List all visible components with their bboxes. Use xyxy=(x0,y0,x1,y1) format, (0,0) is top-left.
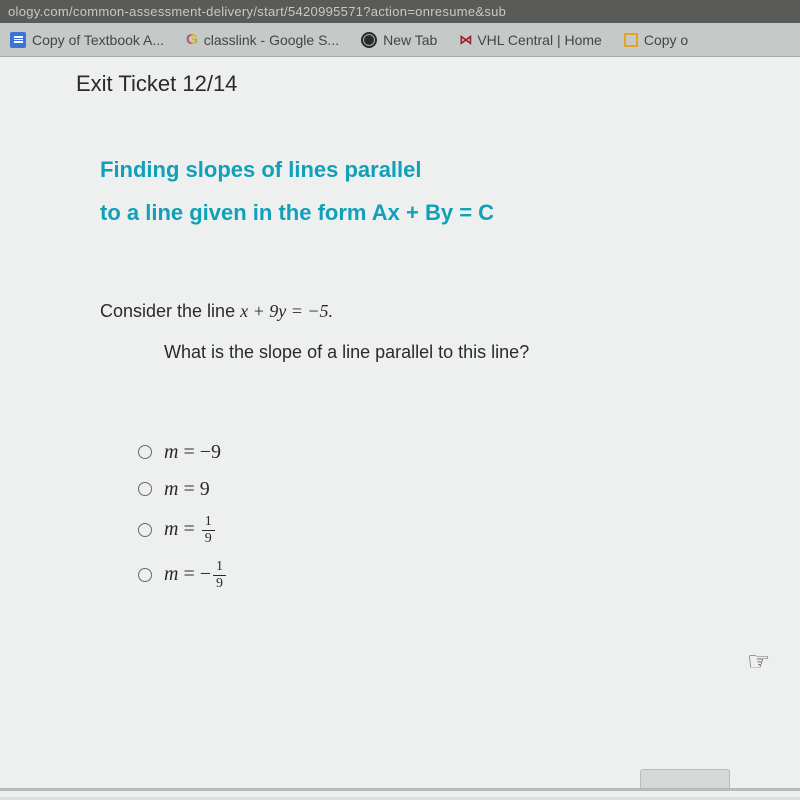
radio-icon xyxy=(138,523,152,537)
address-bar: ology.com/common-assessment-delivery/sta… xyxy=(0,0,800,23)
option-math: m = 9 xyxy=(164,478,210,501)
radio-icon xyxy=(138,482,152,496)
footer-divider xyxy=(0,788,800,791)
page-title: Exit Ticket 12/14 xyxy=(0,57,800,97)
radio-icon xyxy=(138,568,152,582)
assessment-content: Finding slopes of lines parallel to a li… xyxy=(0,97,800,591)
option-math: m = −9 xyxy=(164,441,221,464)
bookmark-label: Copy o xyxy=(644,32,688,48)
option-c[interactable]: m = 19 xyxy=(138,515,800,546)
option-math: m = 19 xyxy=(164,515,215,546)
option-b[interactable]: m = 9 xyxy=(138,478,800,501)
google-icon: G xyxy=(186,31,198,48)
bookmark-label: VHL Central | Home xyxy=(477,32,602,48)
page-content: Exit Ticket 12/14 Finding slopes of line… xyxy=(0,57,800,797)
docs-icon xyxy=(10,32,26,48)
bookmark-label: Copy of Textbook A... xyxy=(32,32,164,48)
bookmark-label: classlink - Google S... xyxy=(204,32,339,48)
vhl-icon: ⋈ xyxy=(459,32,471,48)
problem-equation: x + 9y = −5. xyxy=(240,301,333,321)
globe-icon xyxy=(361,32,377,48)
bookmark-label: New Tab xyxy=(383,32,437,48)
pointer-cursor-icon: ☜ xyxy=(747,646,770,677)
option-math: m = −19 xyxy=(164,560,226,591)
problem-statement: Consider the line x + 9y = −5. xyxy=(100,301,800,322)
radio-icon xyxy=(138,445,152,459)
section-title-line1: Finding slopes of lines parallel xyxy=(100,149,800,192)
bookmark-copy[interactable]: Copy o xyxy=(624,32,688,48)
problem-question: What is the slope of a line parallel to … xyxy=(164,342,800,363)
section-title-line2: to a line given in the form Ax + By = C xyxy=(100,192,800,235)
bookmarks-bar: Copy of Textbook A... G classlink - Goog… xyxy=(0,23,800,57)
problem-block: Consider the line x + 9y = −5. What is t… xyxy=(100,301,800,363)
box-icon xyxy=(624,33,638,47)
bookmark-textbook[interactable]: Copy of Textbook A... xyxy=(10,32,164,48)
bookmark-newtab[interactable]: New Tab xyxy=(361,32,437,48)
bookmark-classlink[interactable]: G classlink - Google S... xyxy=(186,31,339,48)
problem-prefix: Consider the line xyxy=(100,301,240,321)
option-a[interactable]: m = −9 xyxy=(138,441,800,464)
answer-options: m = −9 m = 9 m = 19 m = −19 xyxy=(138,441,800,591)
option-d[interactable]: m = −19 xyxy=(138,560,800,591)
bookmark-vhl[interactable]: ⋈ VHL Central | Home xyxy=(459,32,602,48)
